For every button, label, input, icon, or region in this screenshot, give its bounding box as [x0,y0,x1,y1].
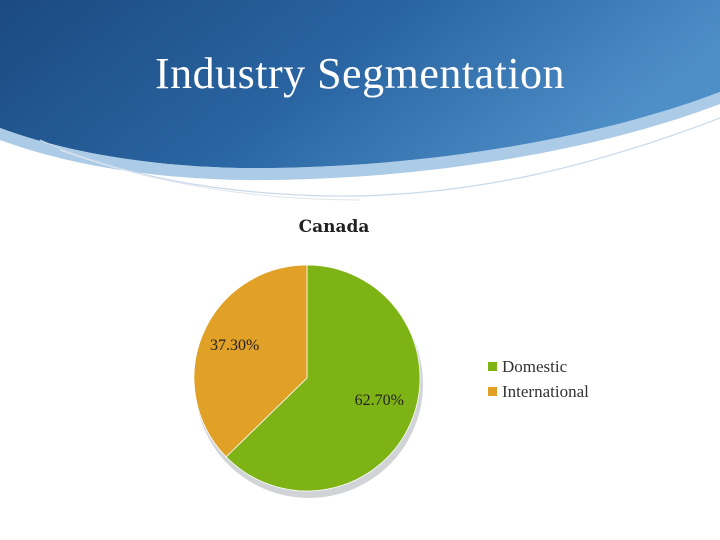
chart-title: Canada [299,217,370,237]
pie-labels: 62.70% 37.30% [210,337,404,409]
legend-swatch-domestic [488,362,497,371]
data-label-domestic: 62.70% [355,392,404,409]
slide-title: Industry Segmentation [154,49,566,98]
legend-label-international: International [502,382,589,401]
legend-label-domestic: Domestic [502,357,568,376]
legend: Domestic International [488,357,589,401]
pie-slice-domestic [225,264,421,492]
data-label-international: 37.30% [210,337,259,354]
pie-slice-international [193,264,308,458]
title-banner [0,0,720,201]
pie-slices [193,264,421,492]
legend-swatch-international [488,387,497,396]
